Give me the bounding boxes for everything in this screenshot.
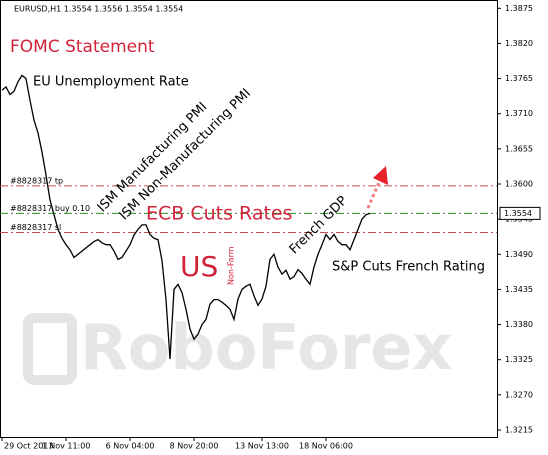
header: EURUSD,H1 1.3554 1.3556 1.3554 1.3554 (14, 5, 183, 14)
price-line (1, 74, 371, 360)
x-tick-label: 13 Nov 13:00 (235, 442, 289, 451)
watermark: RoboForex (23, 311, 452, 385)
x-tick-label: 6 Nov 04:00 (106, 442, 155, 451)
x-tick-label: 1 Nov 11:00 (42, 442, 91, 451)
order-level-label: #8828317 buy 0.10 (10, 204, 90, 213)
annotation: FOMC Statement (10, 37, 155, 57)
y-tick-label: 1.3325 (505, 355, 533, 364)
y-tick-label: 1.3600 (505, 180, 533, 189)
y-tick-label: 1.3215 (505, 425, 533, 434)
annotation: ECB Cuts Rates (146, 203, 293, 225)
arrow-head (373, 166, 388, 185)
annotation: Non-Farm (227, 246, 236, 285)
y-tick-label: 1.3270 (505, 390, 533, 399)
annotation: EU Unemployment Rate (33, 75, 189, 90)
watermark-text: RoboForex (80, 311, 452, 384)
x-tick-label: 29 Oct 2013 (4, 442, 53, 451)
annotation: US (180, 250, 218, 283)
y-tick-label: 1.3875 (505, 4, 533, 13)
y-tick-label: 1.3765 (505, 74, 533, 83)
arrow-shaft (366, 179, 382, 209)
order-level-label: #8828317 sl (10, 223, 61, 232)
y-tick-label: 1.3820 (505, 39, 533, 48)
order-level-label: #8828317 tp (10, 176, 63, 185)
y-tick-label: 1.3710 (505, 109, 533, 118)
annotation: S&P Cuts French Rating (332, 260, 485, 275)
x-tick-label: 8 Nov 20:00 (170, 442, 219, 451)
watermark-logo (23, 313, 77, 385)
y-tick-label: 1.3655 (505, 144, 533, 153)
forecast-arrow (366, 166, 388, 209)
price-box (499, 206, 541, 220)
x-tick-label: 18 Nov 06:00 (299, 442, 353, 451)
price-box-label: 1.3554 (504, 209, 532, 218)
y-tick-label: 1.3490 (505, 250, 533, 259)
y-tick-label: 1.3435 (505, 285, 533, 294)
y-tick-label: 1.3380 (505, 320, 533, 329)
